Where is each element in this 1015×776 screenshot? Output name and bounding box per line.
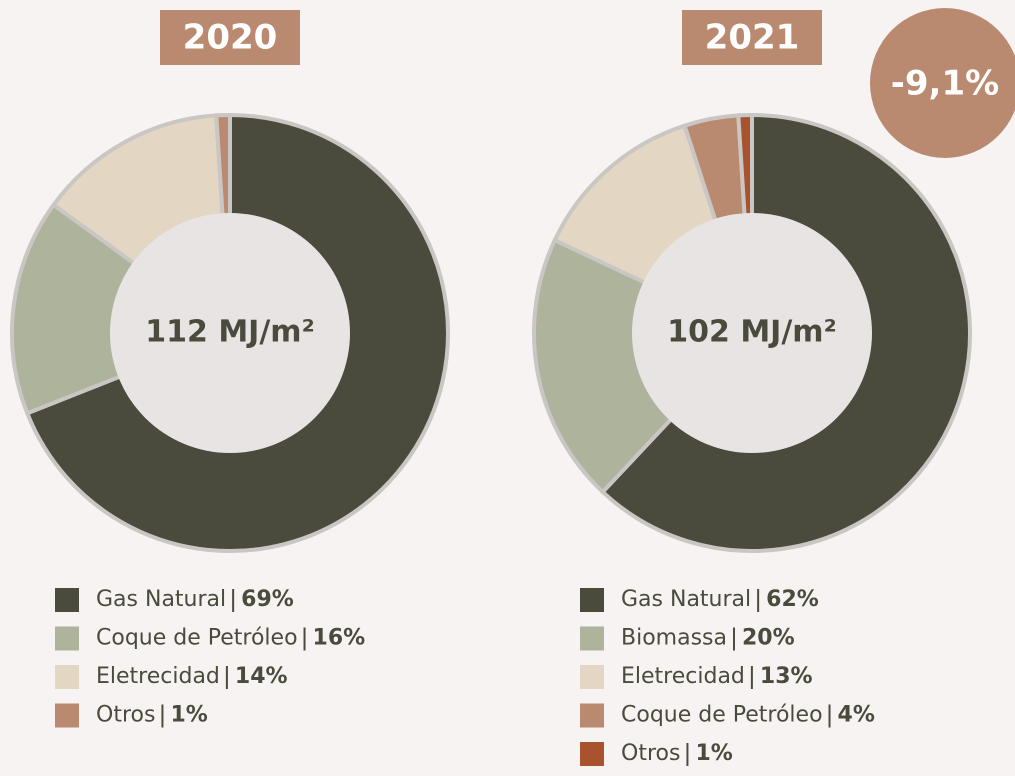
annotation: -9,1% <box>891 64 999 104</box>
legend-swatch <box>580 703 604 728</box>
legend-swatch <box>55 665 79 689</box>
legend-value: 4% <box>838 703 875 728</box>
legend-value: 20% <box>742 626 795 651</box>
donut-hole <box>632 213 872 453</box>
legend-swatch <box>55 626 79 651</box>
legend-swatch <box>580 742 604 766</box>
legend-value: 13% <box>760 664 813 689</box>
chart-title: 2020 <box>183 18 278 58</box>
legend-label: Gas Natural <box>96 587 226 612</box>
legend-label: Coque de Petróleo <box>621 703 823 728</box>
legend-swatch <box>580 626 604 651</box>
legend-label: Otros <box>96 703 155 728</box>
legend-label: Coque de Petróleo <box>96 626 298 651</box>
title-box <box>160 10 300 65</box>
legend-value: 69% <box>241 587 294 612</box>
center-label: 102 MJ/m² <box>667 315 836 350</box>
legend-label: Otros <box>621 741 680 766</box>
legend-label: Biomassa <box>621 626 727 651</box>
legend-swatch <box>580 665 604 689</box>
legend-value: 14% <box>235 664 288 689</box>
legend-value: 1% <box>695 741 732 766</box>
legend-swatch <box>580 588 604 612</box>
annotation-badge <box>870 8 1015 158</box>
legend-value: 62% <box>766 587 819 612</box>
title-box <box>682 10 822 65</box>
legend-label: Eletrecidad <box>96 664 220 689</box>
center-label: 112 MJ/m² <box>145 315 314 350</box>
chart-title: 2021 <box>705 18 800 58</box>
donut-hole <box>110 213 350 453</box>
legend-swatch <box>55 703 79 728</box>
legend-label: Eletrecidad <box>621 664 745 689</box>
legend-value: 16% <box>313 626 366 651</box>
legend-value: 1% <box>170 703 207 728</box>
legend-label: Gas Natural <box>621 587 751 612</box>
legend-swatch <box>55 588 79 612</box>
